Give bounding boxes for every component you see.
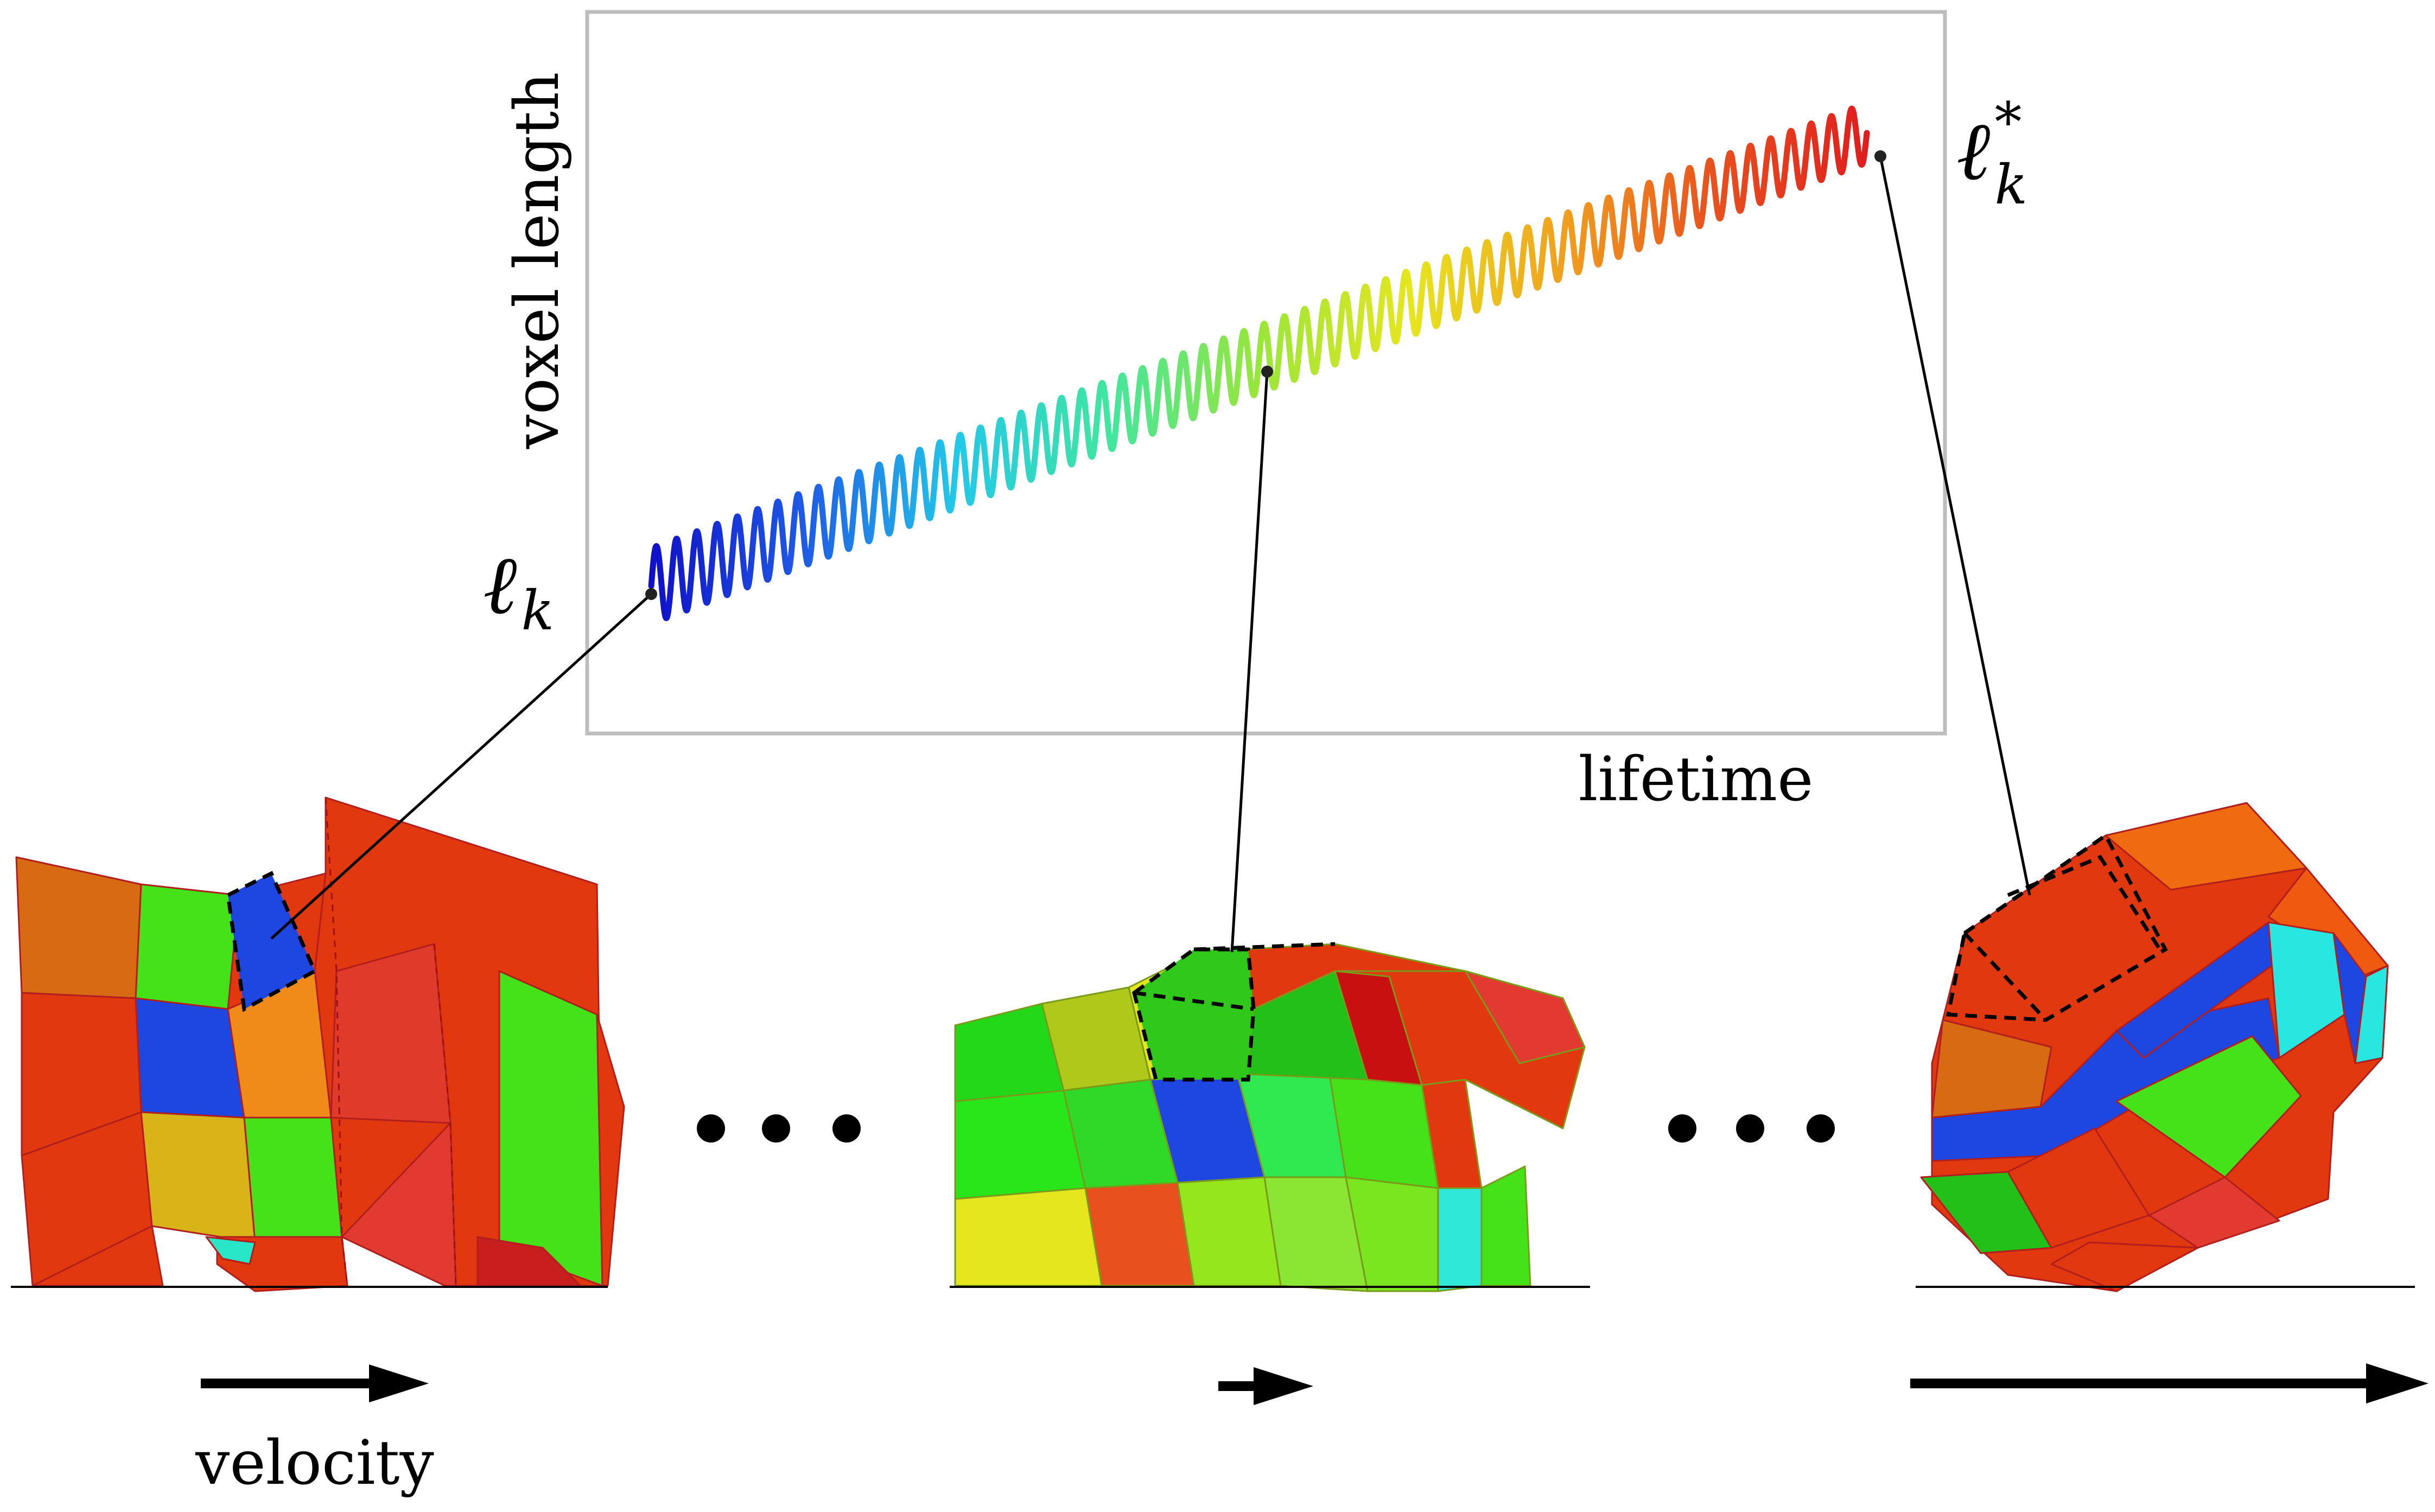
- start-length-subscript: k: [521, 579, 554, 642]
- connector-line-middle: [1230, 371, 1269, 953]
- velocity-arrow-icon: [201, 1364, 429, 1402]
- highlighted-voxel-right-inner: [2007, 854, 2161, 950]
- highlighted-voxel-right: [1946, 832, 2168, 1022]
- connector-line-start: [270, 593, 652, 940]
- x-axis-label: lifetime: [1579, 744, 1814, 815]
- highlighted-voxel-left: [226, 871, 317, 1012]
- connector-line-end: [1879, 156, 2031, 896]
- end-length-subscript: k: [1994, 153, 2027, 216]
- highlighted-voxel-middle-top: [1193, 942, 1336, 952]
- velocity-arrow-icon: [1218, 1367, 1313, 1405]
- highlighted-voxel-middle: [1132, 947, 1256, 1082]
- velocity-label: velocity: [195, 1428, 434, 1498]
- end-length-label: ℓ* k: [1956, 91, 2027, 216]
- voxel-length-spring: [648, 105, 1870, 621]
- spring-point-end: [1874, 150, 1886, 162]
- end-length-superscript: *: [1994, 91, 2021, 154]
- start-length-label: ℓk: [483, 538, 554, 642]
- spring-point-middle: [1261, 366, 1273, 378]
- voxel-body-left: [15, 796, 625, 1292]
- highlighted-voxel-right-diag: [1963, 932, 2048, 1022]
- start-length-symbol: ℓ: [483, 538, 517, 633]
- plot-frame: [585, 10, 1947, 736]
- ellipsis-icon: [1668, 1114, 1835, 1143]
- y-axis-label: voxel length: [502, 72, 573, 450]
- velocity-arrow-icon: [1910, 1363, 2428, 1403]
- voxel-body-middle: [954, 943, 1586, 1292]
- highlighted-voxel-middle-edge: [1134, 991, 1254, 1011]
- end-length-symbol: ℓ: [1956, 104, 1990, 199]
- spring-point-start: [645, 588, 657, 600]
- voxel-body-right: [1920, 802, 2389, 1292]
- ellipsis-icon: [697, 1114, 861, 1143]
